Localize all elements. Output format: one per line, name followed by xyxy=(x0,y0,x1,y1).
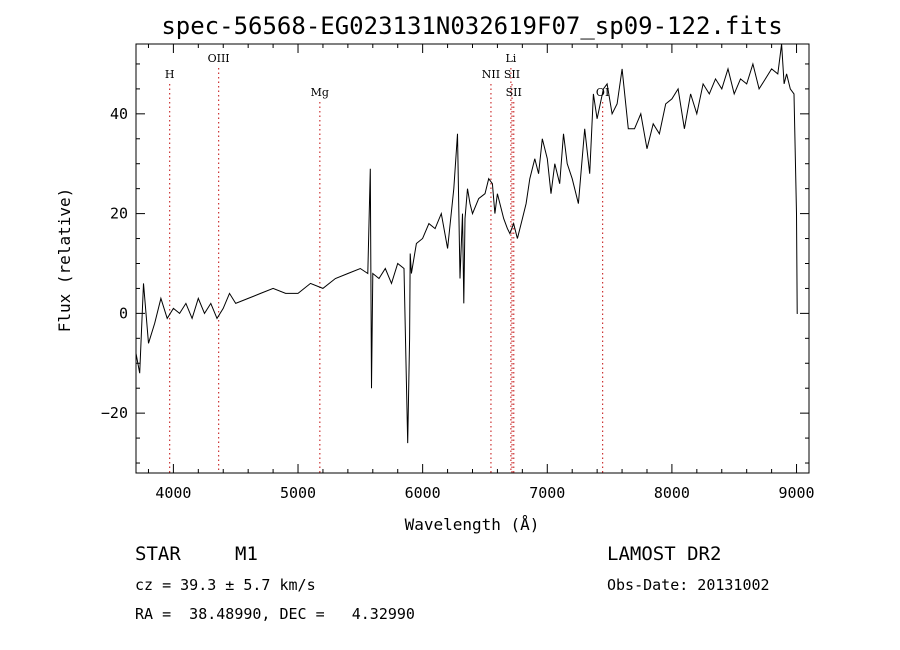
line-marker-label: OIII xyxy=(208,52,230,65)
line-marker-label: H xyxy=(165,68,175,81)
x-tick-label: 4000 xyxy=(155,484,191,502)
obs-date-text: Obs-Date: 20131002 xyxy=(607,576,770,594)
spectrum-series-line xyxy=(135,43,798,444)
y-axis-label: Flux (relative) xyxy=(55,188,74,333)
object-class: STAR xyxy=(135,543,181,565)
y-tick-label: 40 xyxy=(110,105,128,123)
axis-ticks: 4000 5000 6000 7000 8000 9000 −20 0 20 40 xyxy=(101,44,815,502)
x-axis-label: Wavelength (Å) xyxy=(405,515,540,534)
y-tick-label: 0 xyxy=(119,304,128,322)
y-tick-label: 20 xyxy=(110,205,128,223)
coords-text: RA = 38.48990, DEC = 4.32990 xyxy=(135,605,415,623)
x-tick-label: 6000 xyxy=(405,484,441,502)
line-marker-label: Mg xyxy=(311,86,329,99)
x-tick-label: 9000 xyxy=(778,484,814,502)
line-marker-label: SII xyxy=(506,86,522,99)
y-tick-label: −20 xyxy=(101,404,128,422)
x-tick-label: 8000 xyxy=(654,484,690,502)
redshift-text: cz = 39.3 ± 5.7 km/s xyxy=(135,576,316,594)
chart-title: spec-56568-EG023131N032619F07_sp09-122.f… xyxy=(161,12,782,40)
line-marker-label: SII xyxy=(504,68,520,81)
survey-label: LAMOST DR2 xyxy=(607,543,721,565)
line-marker-label: NII xyxy=(482,68,500,81)
plot-frame xyxy=(135,43,810,474)
line-marker-label: Li xyxy=(505,52,516,65)
x-tick-label: 7000 xyxy=(529,484,565,502)
object-subclass: M1 xyxy=(235,543,258,565)
x-tick-label: 5000 xyxy=(280,484,316,502)
